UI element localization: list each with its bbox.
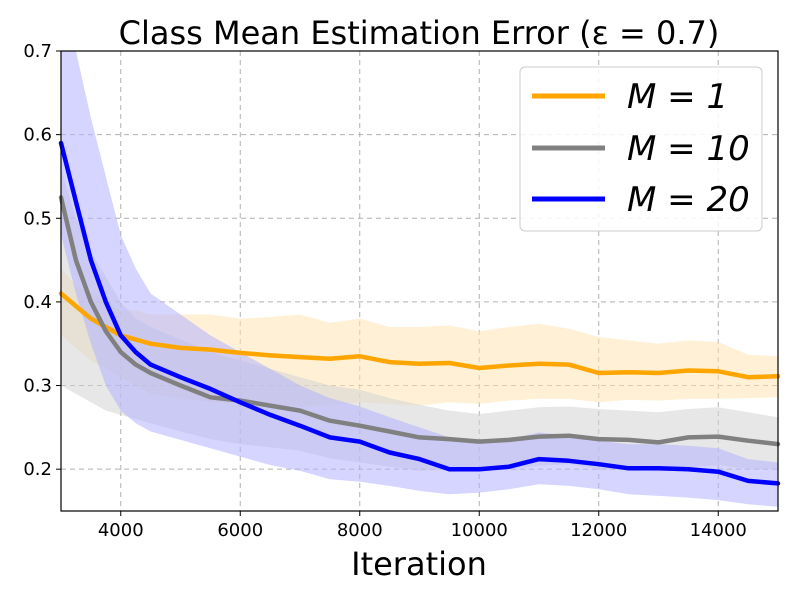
- x-tick-label-4000: 4000: [98, 520, 144, 541]
- x-tick-label-10000: 10000: [451, 520, 508, 541]
- line-series-0: [58, 291, 781, 380]
- x-tick-label-12000: 12000: [570, 520, 627, 541]
- line-series-1: [58, 195, 781, 447]
- line-series-2: [58, 140, 781, 486]
- legend-box: [519, 66, 763, 232]
- series-lines: [58, 140, 781, 486]
- legend: M = 1 M = 10 M = 20: [519, 66, 763, 232]
- chart-title: Class Mean Estimation Error (ε = 0.7): [119, 14, 720, 52]
- x-axis-label: Iteration: [351, 545, 487, 583]
- y-tick-label-0.3: 0.3: [23, 376, 52, 397]
- band-series-2: [61, 51, 778, 507]
- x-tick-label-6000: 6000: [217, 520, 263, 541]
- y-tick-label-0.4: 0.4: [23, 292, 52, 313]
- legend-label-m20: M = 20: [627, 180, 750, 220]
- legend-label-m10: M = 10: [627, 129, 750, 169]
- x-tick-label-8000: 8000: [337, 520, 383, 541]
- plot-frame: [60, 50, 779, 512]
- y-tick-label-0.7: 0.7: [23, 41, 52, 62]
- legend-label-m1: M = 1: [627, 77, 728, 117]
- y-tick-label-0.2: 0.2: [23, 459, 52, 480]
- y-tick-label-0.6: 0.6: [23, 125, 52, 146]
- y-axis-ticks: 0.2 0.3 0.4 0.5 0.6 0.7: [23, 41, 61, 480]
- x-tick-label-14000: 14000: [690, 520, 747, 541]
- y-tick-label-0.5: 0.5: [23, 208, 52, 229]
- x-axis-ticks: 4000 6000 8000 10000 12000 14000: [98, 511, 747, 541]
